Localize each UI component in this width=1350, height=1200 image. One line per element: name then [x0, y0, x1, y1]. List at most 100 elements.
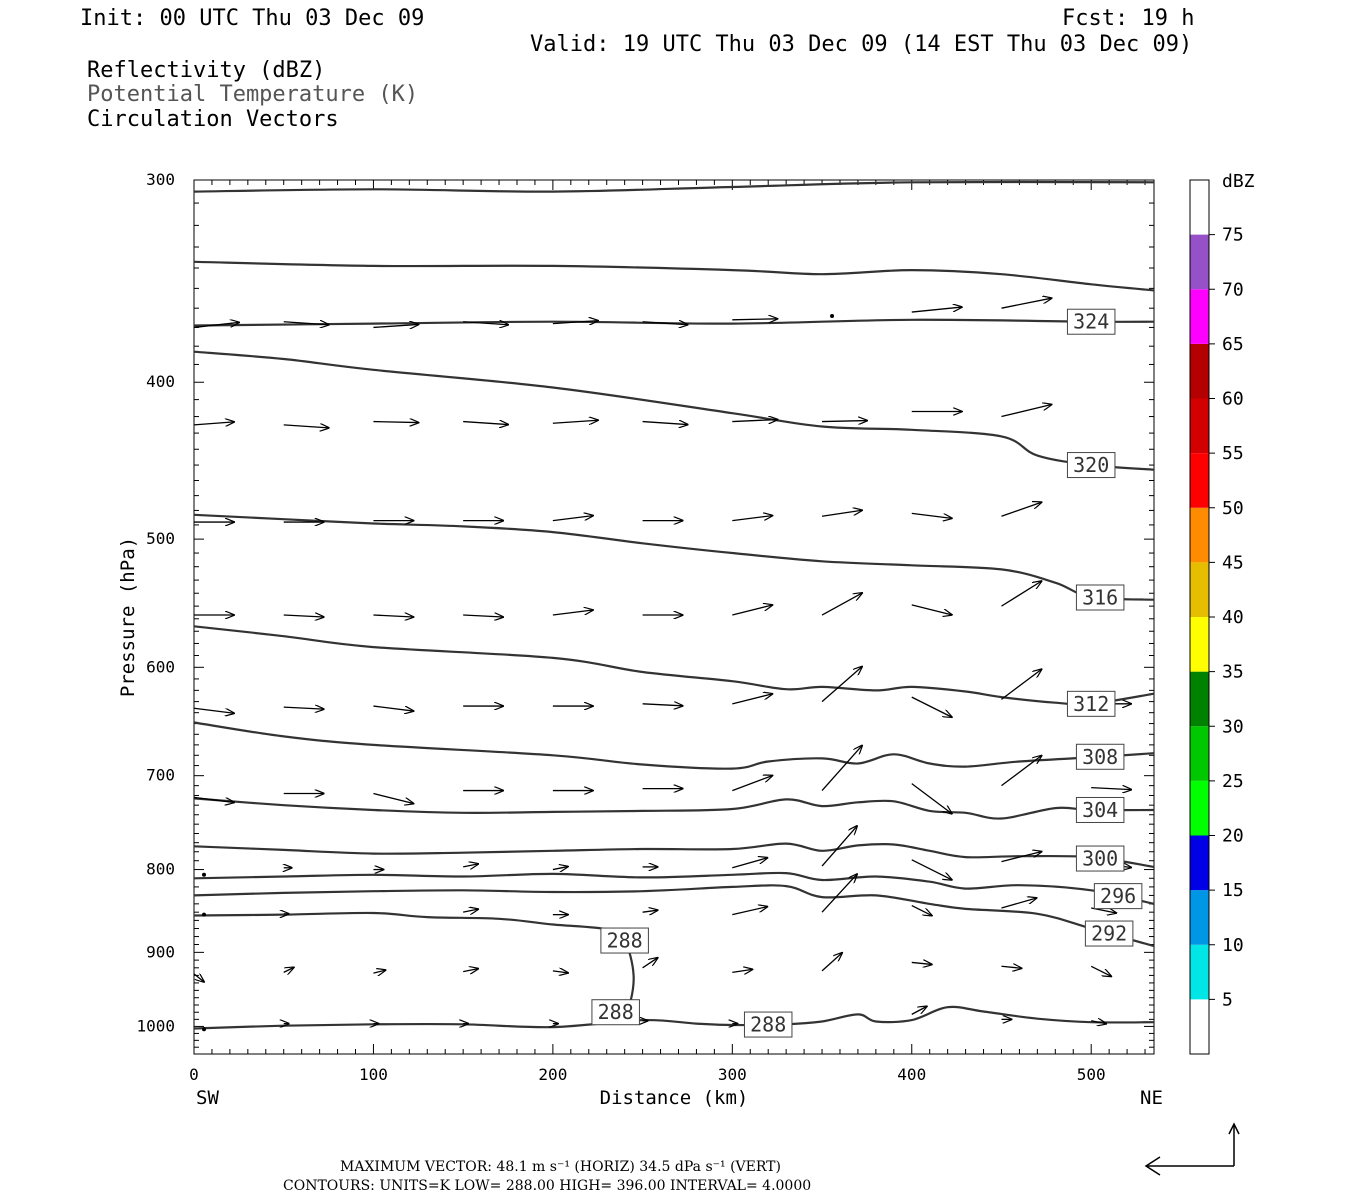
circulation-vector: [283, 425, 329, 428]
contour-label: 288: [607, 929, 643, 953]
colorbar-level-label: 10: [1222, 935, 1244, 956]
circulation-vector: [193, 974, 204, 982]
circulation-vector: [642, 422, 688, 425]
colorbar-cell: [1190, 453, 1209, 508]
circulation-vector: [642, 704, 683, 706]
theta-contour-line: [193, 842, 1155, 868]
colorbar-level-label: 45: [1222, 552, 1244, 573]
contour-label: 288: [598, 1000, 634, 1024]
x-tick-label: 500: [1077, 1065, 1106, 1084]
circulation-vector: [463, 615, 503, 617]
circulation-vector: [1090, 965, 1111, 976]
circulation-vector: [283, 967, 294, 972]
init-time: Init: 00 UTC Thu 03 Dec 09: [80, 6, 424, 31]
circulation-vector: [821, 667, 862, 703]
x-tick-label: 200: [538, 1065, 567, 1084]
field-reflectivity: Reflectivity (dBZ): [87, 58, 325, 83]
circulation-vector: [732, 605, 772, 616]
theta-contours: [193, 180, 1155, 1030]
vector-dot: [202, 912, 206, 917]
colorbar-level-label: 65: [1222, 334, 1244, 355]
contour-info-note: CONTOURS: UNITS=K LOW= 288.00 HIGH= 396.…: [283, 1178, 811, 1194]
circulation-vector: [642, 958, 658, 969]
x-tick-label: 300: [718, 1065, 747, 1084]
circulation-vector: [911, 904, 932, 916]
colorbar-level-label: 60: [1222, 389, 1244, 410]
colorbar-cell: [1190, 835, 1209, 891]
contour-label-box: [1066, 452, 1116, 479]
circulation-vector: [821, 826, 857, 867]
y-tick-label: 700: [146, 766, 175, 785]
circulation-vector: [911, 962, 932, 964]
theta-contour-line: [193, 911, 635, 1026]
circulation-vector: [732, 969, 752, 972]
vector-dot: [202, 1027, 206, 1032]
circulation-vector: [373, 792, 413, 804]
contour-label-box: [591, 999, 640, 1026]
circulation-vector: [373, 970, 385, 973]
x-tick-label: 0: [189, 1065, 199, 1084]
colorbar-level-label: 15: [1222, 880, 1244, 901]
contour-label-box: [1075, 845, 1125, 872]
contour-label: 324: [1073, 310, 1109, 334]
circulation-vector: [642, 322, 688, 325]
colorbar-level-label: 5: [1222, 989, 1233, 1010]
colorbar-cell: [1190, 343, 1209, 399]
circulation-vector: [732, 319, 777, 320]
circulation-vector: [283, 707, 324, 709]
y-tick-label: 600: [146, 657, 175, 676]
y-tick-labels: 300 400 500 600 700 800 900 1000: [136, 170, 175, 1035]
circulation-vector: [463, 864, 478, 867]
circulation-vector: [373, 422, 418, 423]
max-vector-note: MAXIMUM VECTOR: 48.1 m s⁻¹ (HORIZ) 34.5 …: [340, 1159, 781, 1175]
circulation-vector: [732, 907, 767, 916]
circulation-vector: [373, 705, 413, 711]
circulation-vector: [552, 516, 593, 522]
contour-label-box: [1075, 796, 1125, 823]
theta-contour-line: [193, 797, 1155, 820]
circulation-vector: [1001, 581, 1041, 607]
x-start-label: SW: [196, 1087, 219, 1109]
vector-dot: [202, 872, 206, 877]
circulation-vector: [821, 593, 862, 616]
y-tick-label: 900: [146, 942, 175, 961]
field-circulation-vectors: Circulation Vectors: [87, 107, 339, 132]
contour-label: 292: [1091, 922, 1127, 946]
circulation-vector: [283, 615, 324, 617]
colorbar-level-label: 40: [1222, 607, 1244, 628]
circulation-vector: [1091, 1021, 1106, 1024]
contour-label: 308: [1082, 745, 1118, 769]
circulation-vector: [463, 422, 508, 425]
circulation-vector: [1001, 756, 1041, 787]
colorbar-cell: [1190, 726, 1209, 781]
circulation-vector: [732, 516, 772, 522]
circulation-vector: [193, 707, 234, 713]
circulation-vector: [822, 421, 867, 422]
forecast-hour: Fcst: 19 h: [1062, 6, 1194, 31]
colorbar-cell: [1190, 890, 1209, 945]
field-potential-temperature: Potential Temperature (K): [87, 82, 418, 107]
circulation-vector: [463, 909, 478, 912]
circulation-vector: [911, 1006, 927, 1015]
colorbar-level-label: 70: [1222, 279, 1244, 300]
y-tick-label: 300: [146, 170, 175, 189]
circulation-vector: [1001, 898, 1036, 909]
colorbar-cell: [1190, 671, 1209, 727]
circulation-vector: [373, 324, 418, 327]
colorbar-cell: [1190, 562, 1209, 617]
theta-contour-line: [193, 318, 1155, 327]
contour-labels: 324 320 316 312 308 304 300 296 292 288 288 288: [591, 308, 1143, 1038]
contour-label: 316: [1082, 585, 1118, 609]
colorbar-cell: [1190, 999, 1209, 1054]
contour-label-box: [1093, 883, 1143, 910]
circulation-vector: [1001, 502, 1041, 517]
circulation-vector: [732, 858, 767, 869]
y-tick-label: 500: [146, 529, 175, 548]
vector-dot: [830, 313, 835, 318]
circulation-vector: [552, 321, 598, 324]
theta-contour-line: [193, 260, 1155, 292]
colorbar-level-label: 20: [1222, 826, 1244, 847]
x-tick-labels: 0 100 200 300 400 500: [189, 1065, 1105, 1084]
theta-contour-line: [193, 625, 1155, 706]
